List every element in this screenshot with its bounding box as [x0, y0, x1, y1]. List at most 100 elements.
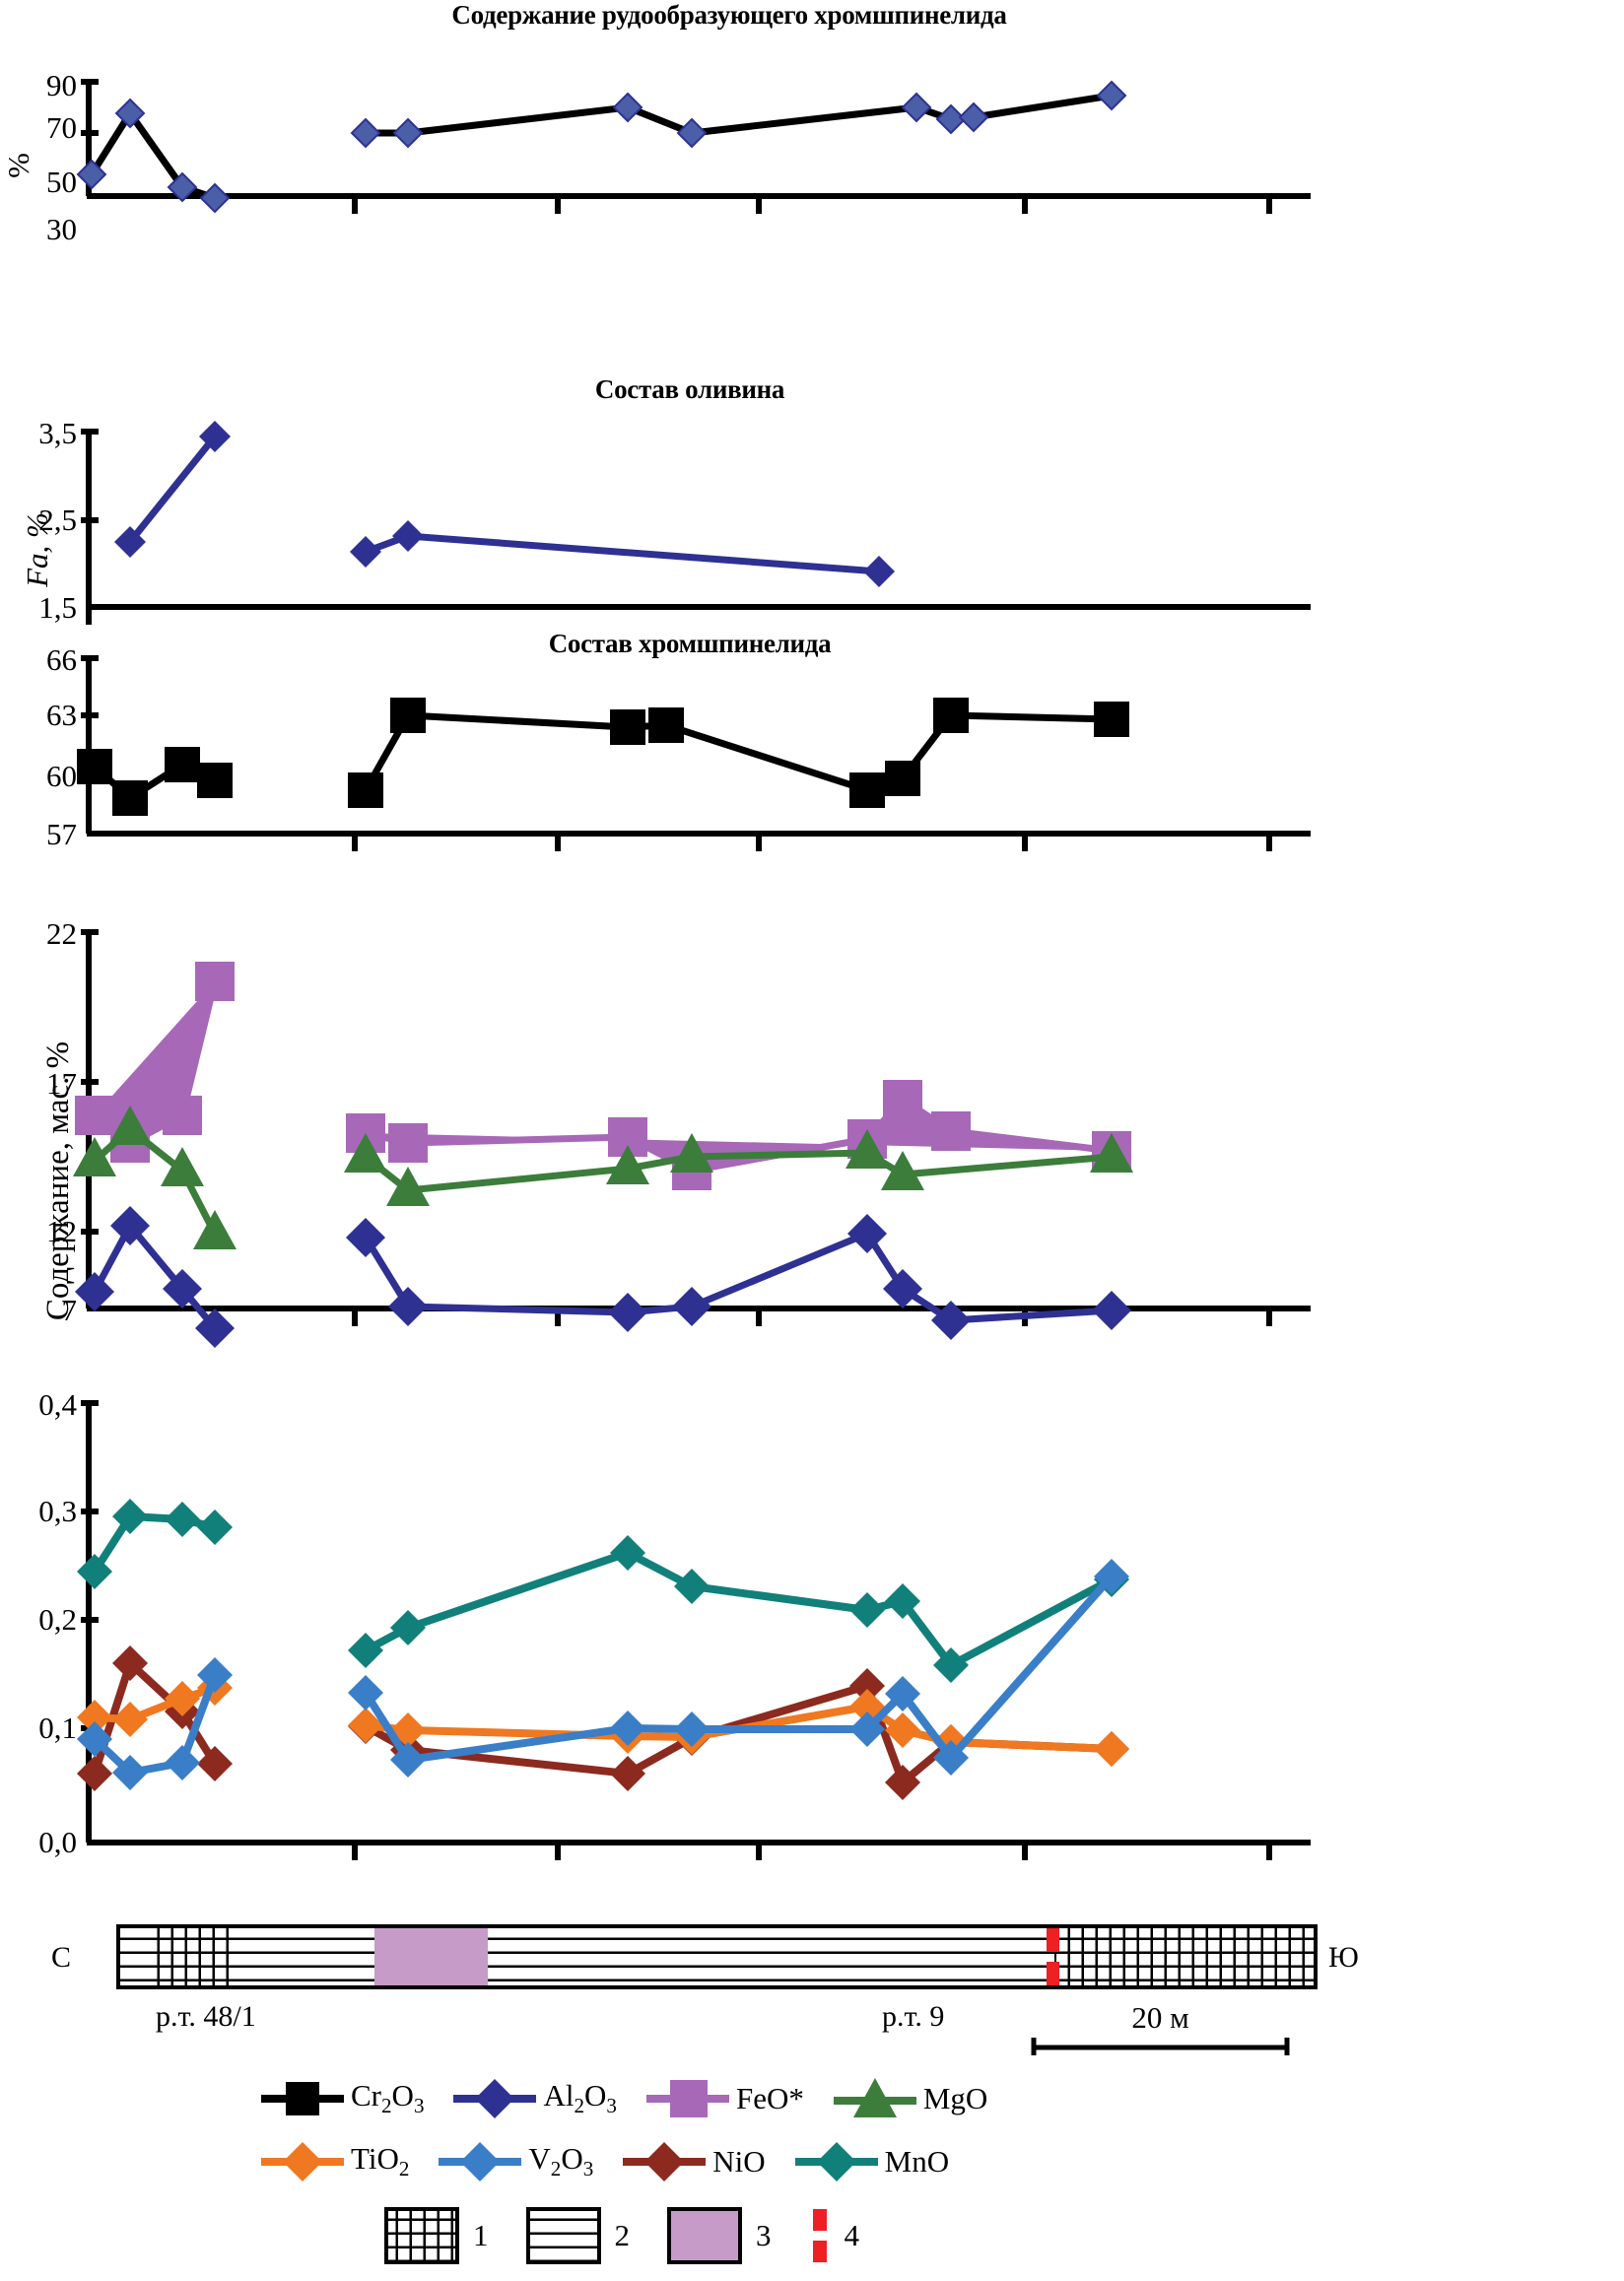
ytick-1-5: 1,5: [38, 590, 77, 625]
ytick-0-2: 0,2: [38, 1602, 77, 1637]
strat-unit-grid-hatch-east: [1054, 1926, 1316, 1987]
series-v2o3-west: [77, 1657, 233, 1790]
strat-unit-grid-hatch-west: [148, 1926, 237, 1987]
legend-marker-v2o3-icon: [439, 2142, 522, 2181]
legend-series-row-2: TiO2 V2O3 NiO MnO: [261, 2140, 979, 2183]
series-al2o3-east: [346, 1214, 1131, 1340]
series-olivine-west: [114, 421, 231, 558]
series-chrom-east: [348, 698, 1129, 808]
ytick-50: 50: [46, 165, 77, 199]
legend-label-v2o3: V2O3: [528, 2141, 594, 2181]
legend-item-mgo[interactable]: MgO: [833, 2077, 988, 2120]
legend-label-tio2: TiO2: [351, 2141, 410, 2181]
ytick-57: 57: [46, 817, 77, 851]
series-chrom-west: [77, 747, 233, 816]
legend-key-4-label: 4: [844, 2218, 860, 2252]
ytick-12: 12: [46, 1214, 77, 1248]
ytick-90: 90: [46, 68, 77, 102]
ytick-22: 22: [46, 916, 77, 951]
ytick-0-4: 0,4: [38, 1387, 77, 1422]
legend-marker-feo-icon: [645, 2080, 729, 2117]
legend-label-al2o3: Al2O3: [543, 2078, 617, 2118]
chart-chromspinelide: 66 63 60 57: [46, 642, 1311, 851]
ytick-30: 30: [46, 212, 77, 246]
series-mno-west: [77, 1499, 233, 1589]
series-mgo-west: [73, 1106, 237, 1249]
panel-title-chromspinelide: Состав хромшпинелида: [548, 629, 832, 658]
ytick-0-1: 0,1: [38, 1711, 77, 1745]
axis-trace: [81, 1400, 1311, 1860]
legend-label-nio: NiO: [712, 2144, 766, 2179]
legend-swatch-violet-fill-icon: [667, 2207, 742, 2264]
legend-item-feo[interactable]: FeO*: [645, 2077, 804, 2120]
ytick-70: 70: [46, 110, 77, 145]
series-mgo-east: [344, 1129, 1133, 1206]
legend-label-cr2o3: Cr2O3: [351, 2078, 425, 2118]
legend-marker-nio-icon: [623, 2142, 707, 2181]
legend-item-tio2[interactable]: TiO2: [261, 2140, 409, 2183]
chart-major-oxides: 22 17 12 7: [46, 916, 1311, 1348]
ytick-66: 66: [46, 642, 77, 677]
panel-chromspinelide: 66 63 60 57: [0, 640, 1320, 897]
axis-ore: [81, 79, 1311, 214]
legend-label-feo: FeO*: [735, 2081, 804, 2115]
scale-bar-rule: [1031, 2038, 1290, 2055]
ytick-60: 60: [46, 759, 77, 793]
strat-column: [116, 1924, 1318, 1989]
legend-key-3-label: 3: [756, 2218, 772, 2252]
panel-major-oxides: 22 17 12 7: [0, 906, 1320, 1348]
profile-label-48-1: р.т. 48/1: [156, 2000, 256, 2033]
panel-title-ore-chromspinelide: Содержание рудообразующего хромшпинелида: [451, 0, 1007, 30]
series-feo-east: [346, 1080, 1131, 1190]
legend-item-v2o3[interactable]: V2O3: [439, 2140, 593, 2183]
legend-key-2[interactable]: 2: [525, 2207, 668, 2264]
legend-marker-mno-icon: [794, 2142, 878, 2181]
legend-marker-al2o3-icon: [453, 2079, 537, 2118]
ytick-63: 63: [46, 698, 77, 732]
legend-series-row-1: Cr2O3 Al2O3 FeO* MgO: [261, 2077, 1017, 2120]
chart-ore-chromspinelide: 90 70 50 30: [46, 68, 1311, 246]
axis-olivine: [81, 429, 1311, 625]
panel-trace-oxides: 0,4 0,3 0,2 0,1 0,0: [0, 1379, 1320, 1892]
legend-item-mno[interactable]: MnO: [794, 2140, 950, 2183]
legend-swatch-red-dashes-icon: [812, 2209, 827, 2262]
legend-item-al2o3[interactable]: Al2O3: [453, 2077, 617, 2120]
legend-marker-cr2o3-icon: [261, 2082, 344, 2115]
scale-bar: 20 м: [1030, 2000, 1291, 2055]
legend-label-mno: MnO: [884, 2144, 950, 2179]
legend-key-1-label: 1: [473, 2218, 489, 2252]
legend-key-3[interactable]: 3: [667, 2207, 809, 2264]
strat-south-label: Ю: [1328, 1941, 1359, 1974]
ytick-0-3: 0,3: [38, 1494, 77, 1528]
legend-item-nio[interactable]: NiO: [623, 2140, 766, 2183]
legend-lithology-row: 1 2 3 4: [384, 2207, 897, 2264]
strat-unit-red-dashes: [1047, 1928, 1059, 1985]
strat-column-svg: [116, 1924, 1318, 1989]
legend-marker-tio2-icon: [261, 2142, 344, 2181]
scale-bar-label: 20 м: [1131, 2000, 1189, 2035]
legend-key-1[interactable]: 1: [384, 2207, 526, 2264]
series-ore-east: [350, 80, 1127, 149]
profile-label-9: р.т. 9: [882, 2000, 945, 2033]
legend-label-mgo: MgO: [922, 2081, 988, 2115]
axis-chromspinelide: [81, 655, 1311, 851]
ytick-0-0: 0,0: [38, 1825, 77, 1859]
legend-swatch-horizontal-lines-icon: [525, 2207, 601, 2264]
chart-trace-oxides: 0,4 0,3 0,2 0,1 0,0: [38, 1387, 1311, 1860]
strat-unit-violet-fill: [374, 1926, 488, 1987]
panel-title-olivine: Состав оливина: [594, 374, 785, 404]
series-ore-west: [76, 98, 231, 214]
series-olivine-east: [350, 520, 895, 587]
ytick-17: 17: [46, 1066, 77, 1101]
series-feo-west: [75, 962, 235, 1163]
ytick-3-5: 3,5: [38, 416, 77, 450]
panel-ore-chromspinelide: 90 70 50 30: [0, 34, 1320, 246]
strat-border: [116, 1924, 1318, 1989]
legend-key-4[interactable]: 4: [809, 2207, 898, 2264]
axis-major: [81, 929, 1311, 1326]
strat-north-label: С: [51, 1941, 72, 1974]
ytick-7: 7: [62, 1293, 78, 1327]
legend-key-2-label: 2: [614, 2218, 631, 2252]
legend-item-cr2o3[interactable]: Cr2O3: [261, 2077, 424, 2120]
panel-olivine: 3,5 2,5 1,5: [0, 414, 1320, 640]
